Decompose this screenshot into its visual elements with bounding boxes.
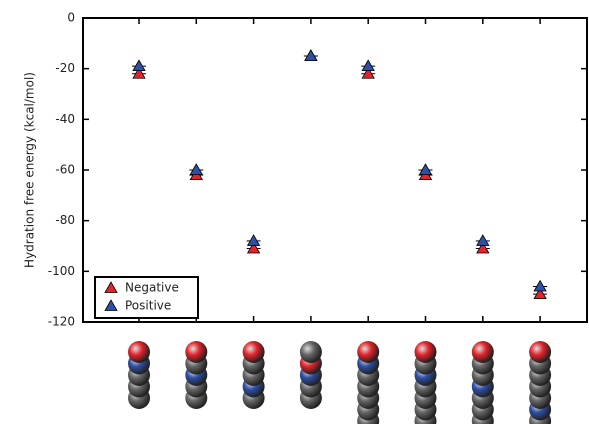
atom [357,341,379,363]
atom [300,341,322,363]
y-tick-label: -80 [55,213,75,227]
marker [305,50,317,61]
atom [415,341,437,363]
marker [190,164,202,175]
atom [472,341,494,363]
atom [243,341,265,363]
y-tick-label: -100 [48,264,75,278]
marker [534,281,546,292]
marker [362,60,374,70]
atom [128,341,150,363]
atom [529,341,551,363]
legend-label: Positive [125,299,171,313]
marker [248,235,260,246]
y-tick-label: -120 [48,315,75,329]
chart: Hydration free energy (kcal/mol) 0 -20 -40… [0,0,589,424]
y-tick-label: 0 [67,11,75,25]
y-tick-label: -60 [55,163,75,177]
marker [420,164,432,175]
legend-label: Negative [125,281,179,295]
y-axis-label: Hydration free energy (kcal/mol) [23,72,37,268]
y-tick-label: -40 [55,112,75,126]
atom [185,341,207,363]
marker [133,60,145,70]
marker [477,235,489,246]
y-tick-label: -20 [55,61,75,75]
